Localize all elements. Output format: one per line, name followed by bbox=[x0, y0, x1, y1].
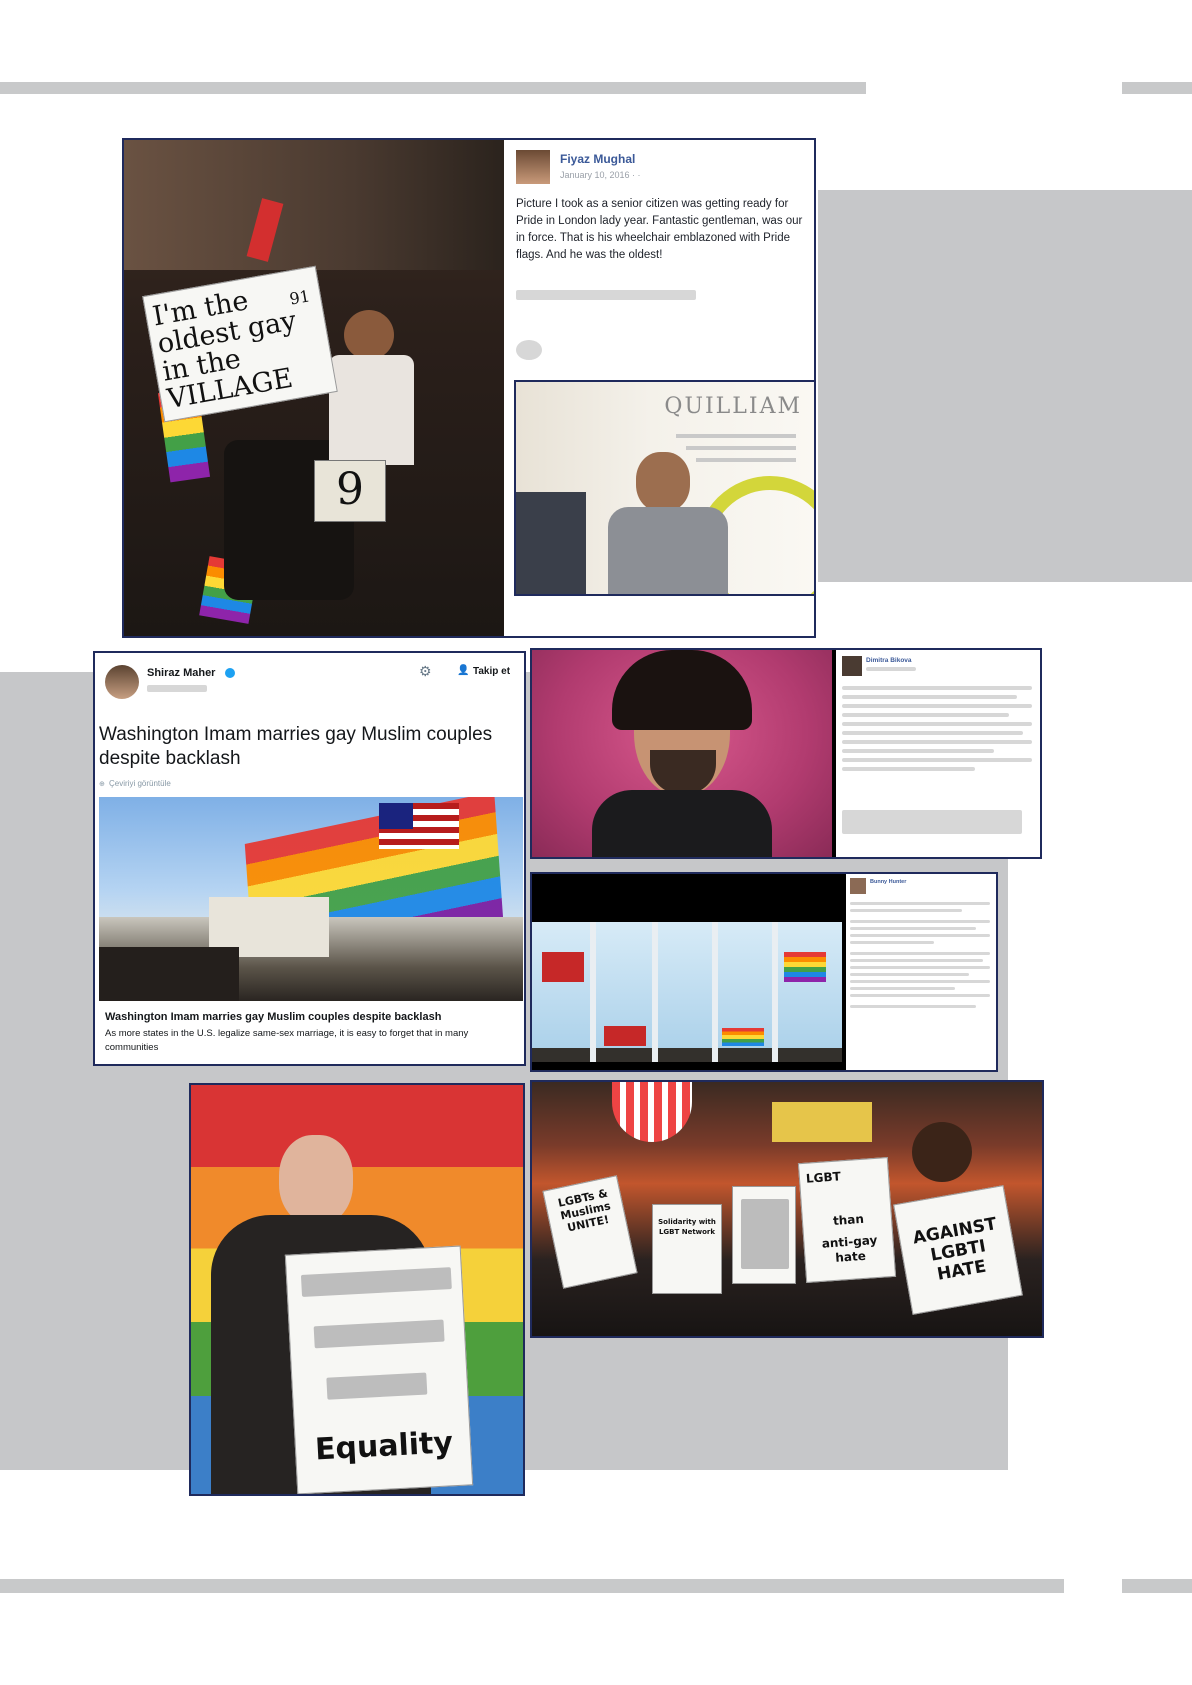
tweet-headline: Washington Imam marries gay Muslim coupl… bbox=[99, 724, 493, 769]
box-number: 9 bbox=[336, 464, 364, 515]
flag-cartoon bbox=[532, 922, 842, 1062]
globe-icon: ⊕ bbox=[99, 781, 105, 788]
sign-antigay: LGBT than anti-gay hate bbox=[797, 1157, 897, 1283]
oldest-gay-sign: I'm the oldest gay in the VILLAGE 91 bbox=[142, 265, 338, 423]
street-scene: LGBTs & Muslims UNITE! Solidarity with L… bbox=[532, 1082, 1042, 1336]
rainbow-flag-photo bbox=[99, 797, 523, 1001]
sign-antigay-text: anti-gay hate bbox=[821, 1232, 878, 1265]
card-title[interactable]: Washington Imam marries gay Muslim coupl… bbox=[105, 1011, 442, 1023]
panel-right bbox=[818, 190, 1192, 582]
avatar bbox=[842, 656, 862, 676]
protest-photo: LGBTs & Muslims UNITE! Solidarity with L… bbox=[530, 1080, 1044, 1338]
rainbow-backdrop: Equality bbox=[191, 1085, 523, 1494]
sign-lgbt-text: LGBT bbox=[805, 1169, 842, 1186]
gear-icon[interactable]: ⚙ bbox=[419, 663, 432, 679]
hunter-post: Bunny Hunter bbox=[846, 874, 996, 1070]
collage-bikova: Dimitra Bikova bbox=[530, 648, 1042, 859]
avatar bbox=[850, 878, 866, 894]
sign-number: 91 bbox=[287, 286, 312, 309]
sign-muslims-unite-text: LGBTs & Muslims UNITE! bbox=[556, 1186, 612, 1235]
top-rule-right bbox=[1122, 82, 1192, 94]
top-rule bbox=[0, 82, 866, 94]
tweet-author[interactable]: Shiraz Maher bbox=[147, 667, 216, 679]
sign-than-text: than bbox=[832, 1211, 865, 1228]
verified-icon bbox=[225, 668, 235, 678]
equality-photo: Equality bbox=[189, 1083, 525, 1496]
quilliam-logo: QUILLIAM bbox=[664, 394, 802, 419]
bottom-rule-right bbox=[1122, 1579, 1192, 1593]
sign-muslims-unite: LGBTs & Muslims UNITE! bbox=[542, 1175, 638, 1289]
equality-text: Equality bbox=[314, 1425, 454, 1468]
post-author[interactable]: Bunny Hunter bbox=[870, 879, 907, 885]
follow-icon: 👤 bbox=[457, 665, 470, 676]
translate-link[interactable]: Çeviriyi görüntüle bbox=[109, 779, 171, 788]
post-text: Picture I took as a senior citizen was g… bbox=[516, 198, 803, 261]
quilliam-photo: QUILLIAM bbox=[514, 380, 814, 596]
comment-blur bbox=[516, 340, 542, 360]
post-author[interactable]: Dimitra Bikova bbox=[866, 657, 912, 664]
collage-mughal: I'm the oldest gay in the VILLAGE 91 9 F… bbox=[122, 138, 816, 638]
wheelchair-photo: I'm the oldest gay in the VILLAGE 91 9 bbox=[124, 140, 504, 636]
equality-sign: Equality bbox=[284, 1245, 474, 1494]
sign-text: I'm the oldest gay in the VILLAGE bbox=[150, 285, 299, 416]
sign-blurred bbox=[732, 1186, 796, 1284]
avatar bbox=[105, 665, 139, 699]
reactions-blur bbox=[516, 290, 696, 300]
portrait-photo bbox=[532, 650, 832, 857]
post-author[interactable]: Fiyaz Mughal bbox=[560, 152, 636, 166]
collage-hunter: Bunny Hunter bbox=[530, 872, 998, 1072]
handle-blur bbox=[147, 685, 207, 692]
sign-solidarity: Solidarity with LGBT Network bbox=[652, 1204, 722, 1294]
bikova-post: Dimitra Bikova bbox=[836, 650, 1040, 857]
card-description: As more states in the U.S. legalize same… bbox=[105, 1028, 469, 1053]
follow-button[interactable]: Takip et bbox=[473, 666, 511, 677]
tweet-maher: Shiraz Maher ⚙ 👤 Takip et Washington Ima… bbox=[93, 651, 526, 1066]
post-date: January 10, 2016 · · bbox=[560, 170, 641, 180]
sign-solidarity-text: Solidarity with LGBT Network bbox=[658, 1218, 716, 1236]
sign-against-text: AGAINST LGBTI HATE bbox=[911, 1214, 999, 1285]
bottom-rule bbox=[0, 1579, 1064, 1593]
numbered-box: 9 bbox=[314, 460, 386, 522]
avatar bbox=[516, 150, 550, 184]
sign-against: AGAINST LGBTI HATE bbox=[893, 1185, 1023, 1315]
